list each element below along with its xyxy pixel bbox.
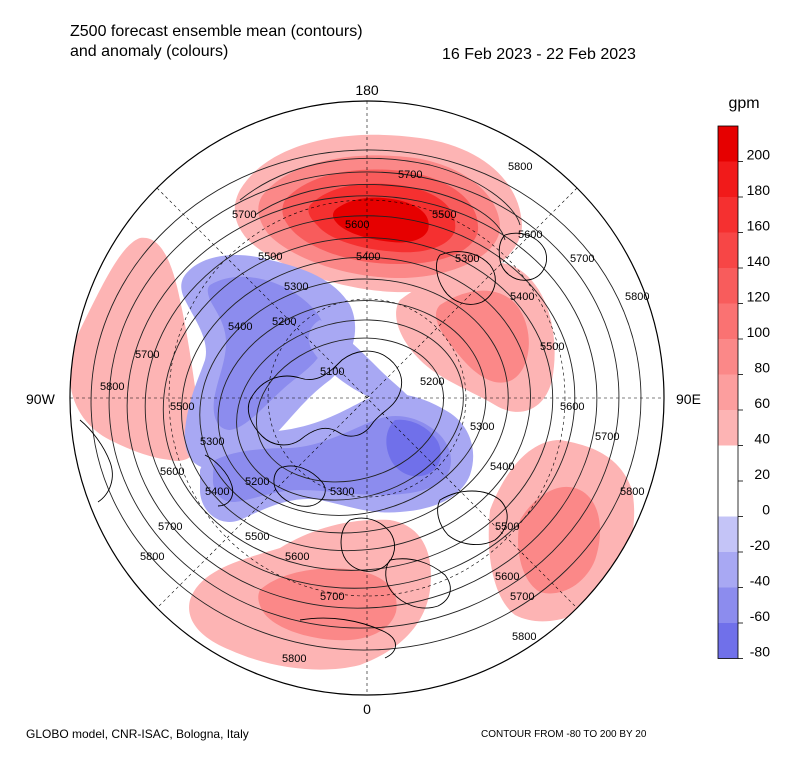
colorbar-tick-label: 140: [747, 253, 771, 269]
contour-label: 5700: [320, 591, 344, 603]
lon-label-bottom: 0: [363, 701, 371, 717]
colorbar-cell: [718, 410, 738, 446]
colorbar-tick-label: 40: [754, 431, 770, 447]
map-title: Z500 forecast ensemble mean (contours) a…: [70, 22, 363, 62]
anomaly-atlantic-europe-high: [189, 519, 431, 670]
title-line-2: and anomaly (colours): [70, 43, 229, 60]
contour-label: 5800: [625, 291, 649, 303]
colorbar-cell: [718, 126, 738, 162]
contour-label: 5400: [228, 321, 252, 333]
anomaly-arctic-tongue: [308, 320, 420, 410]
contour-label: 5600: [345, 219, 369, 231]
contour-label: 5300: [330, 486, 354, 498]
colorbar-cell: [718, 623, 738, 659]
contour-label: 5200: [272, 316, 296, 328]
contour-label: 5300: [455, 253, 479, 265]
colorbar-cell: [718, 339, 738, 375]
colorbar-tick-label: 20: [754, 466, 770, 482]
colorbar-frame: [717, 125, 739, 659]
colorbar-tick-label: 160: [747, 218, 771, 234]
contour-label: 5800: [100, 381, 124, 393]
colorbar-cell: [718, 232, 738, 268]
colorbar-tick-label: 200: [747, 147, 771, 163]
contour-label: 5300: [284, 281, 308, 293]
contour-label: 5500: [432, 209, 456, 221]
contour-label-group: 5700 5800 5700 5600 5500 5500 5400 5300 …: [100, 161, 649, 665]
contour-label: 5700: [158, 521, 182, 533]
colorbar: gpm 200180160140120100806040200-20-40-60…: [717, 95, 771, 660]
contour-label: 5800: [140, 551, 164, 563]
lon-label-left: 90W: [26, 391, 56, 407]
coastlines: [79, 232, 547, 659]
colorbar-cell: [718, 161, 738, 197]
contour-label: 5600: [285, 551, 309, 563]
contour-label: 5800: [512, 631, 536, 643]
contour-label: 5700: [570, 253, 594, 265]
contour-label: 5400: [356, 251, 380, 263]
colorbar-cell: [718, 374, 738, 410]
date-range: 16 Feb 2023 - 22 Feb 2023: [442, 46, 636, 63]
anomaly-east-pacific-high: [396, 261, 555, 412]
contour-info: CONTOUR FROM -80 TO 200 BY 20: [481, 729, 647, 740]
contour-label: 5200: [420, 376, 444, 388]
map-border: [69, 100, 665, 696]
colorbar-tick-label: 180: [747, 182, 771, 198]
colorbar-cell: [718, 481, 738, 517]
contour-label: 5700: [510, 591, 534, 603]
lon-label-right: 90E: [676, 391, 701, 407]
contour-label: 5500: [245, 531, 269, 543]
contour-label: 5700: [398, 169, 422, 181]
colorbar-cell: [718, 587, 738, 623]
contour-label: 5300: [200, 436, 224, 448]
colorbar-cell: [718, 303, 738, 339]
colorbar-tick-label: 120: [747, 289, 771, 305]
anomaly-siberia-low: [200, 393, 474, 522]
contour-label: 5400: [510, 291, 534, 303]
colorbar-tick-label: -20: [750, 537, 770, 553]
contour-label: 5200: [245, 476, 269, 488]
colorbar-cell: [718, 552, 738, 588]
contour-label: 5700: [595, 431, 619, 443]
contour-label: 5600: [495, 571, 519, 583]
contour-label: 5500: [540, 341, 564, 353]
contour-label: 5300: [470, 421, 494, 433]
colorbar-tick-label: 60: [754, 395, 770, 411]
colorbar-tick-label: -80: [750, 644, 770, 660]
contour-label: 5100: [320, 366, 344, 378]
colorbar-tick-label: 100: [747, 324, 771, 340]
contour-label: 5500: [258, 251, 282, 263]
colorbar-tick-label: 0: [762, 502, 770, 518]
colorbar-tick-label: -40: [750, 573, 770, 589]
contour-label: 5700: [135, 349, 159, 361]
anomaly-north-america-west-high: [70, 237, 201, 461]
contour-label: 5800: [508, 161, 532, 173]
colorbar-cell: [718, 445, 738, 481]
contour-label: 5600: [160, 466, 184, 478]
colorbar-unit: gpm: [728, 95, 759, 112]
lon-label-top: 180: [355, 82, 379, 98]
contour-label: 5500: [495, 521, 519, 533]
anomaly-fields: [70, 134, 635, 670]
title-line-1: Z500 forecast ensemble mean (contours): [70, 23, 363, 40]
colorbar-tick-label: 80: [754, 360, 770, 376]
contour-label: 5700: [232, 209, 256, 221]
contour-label: 5400: [490, 461, 514, 473]
model-credit: GLOBO model, CNR-ISAC, Bologna, Italy: [26, 727, 249, 741]
contour-label: 5600: [560, 401, 584, 413]
contour-label: 5400: [205, 486, 229, 498]
contour-label: 5500: [170, 401, 194, 413]
colorbar-cell: [718, 268, 738, 304]
contour-label: 5800: [620, 486, 644, 498]
colorbar-tick-label: -60: [750, 608, 770, 624]
graticule: [70, 101, 664, 695]
contour-label: 5600: [518, 229, 542, 241]
anomaly-north-pacific-high: [234, 134, 522, 293]
contour-lines: [90, 149, 642, 651]
colorbar-cell: [718, 197, 738, 233]
colorbar-cell: [718, 516, 738, 552]
contour-label: 5800: [282, 653, 306, 665]
